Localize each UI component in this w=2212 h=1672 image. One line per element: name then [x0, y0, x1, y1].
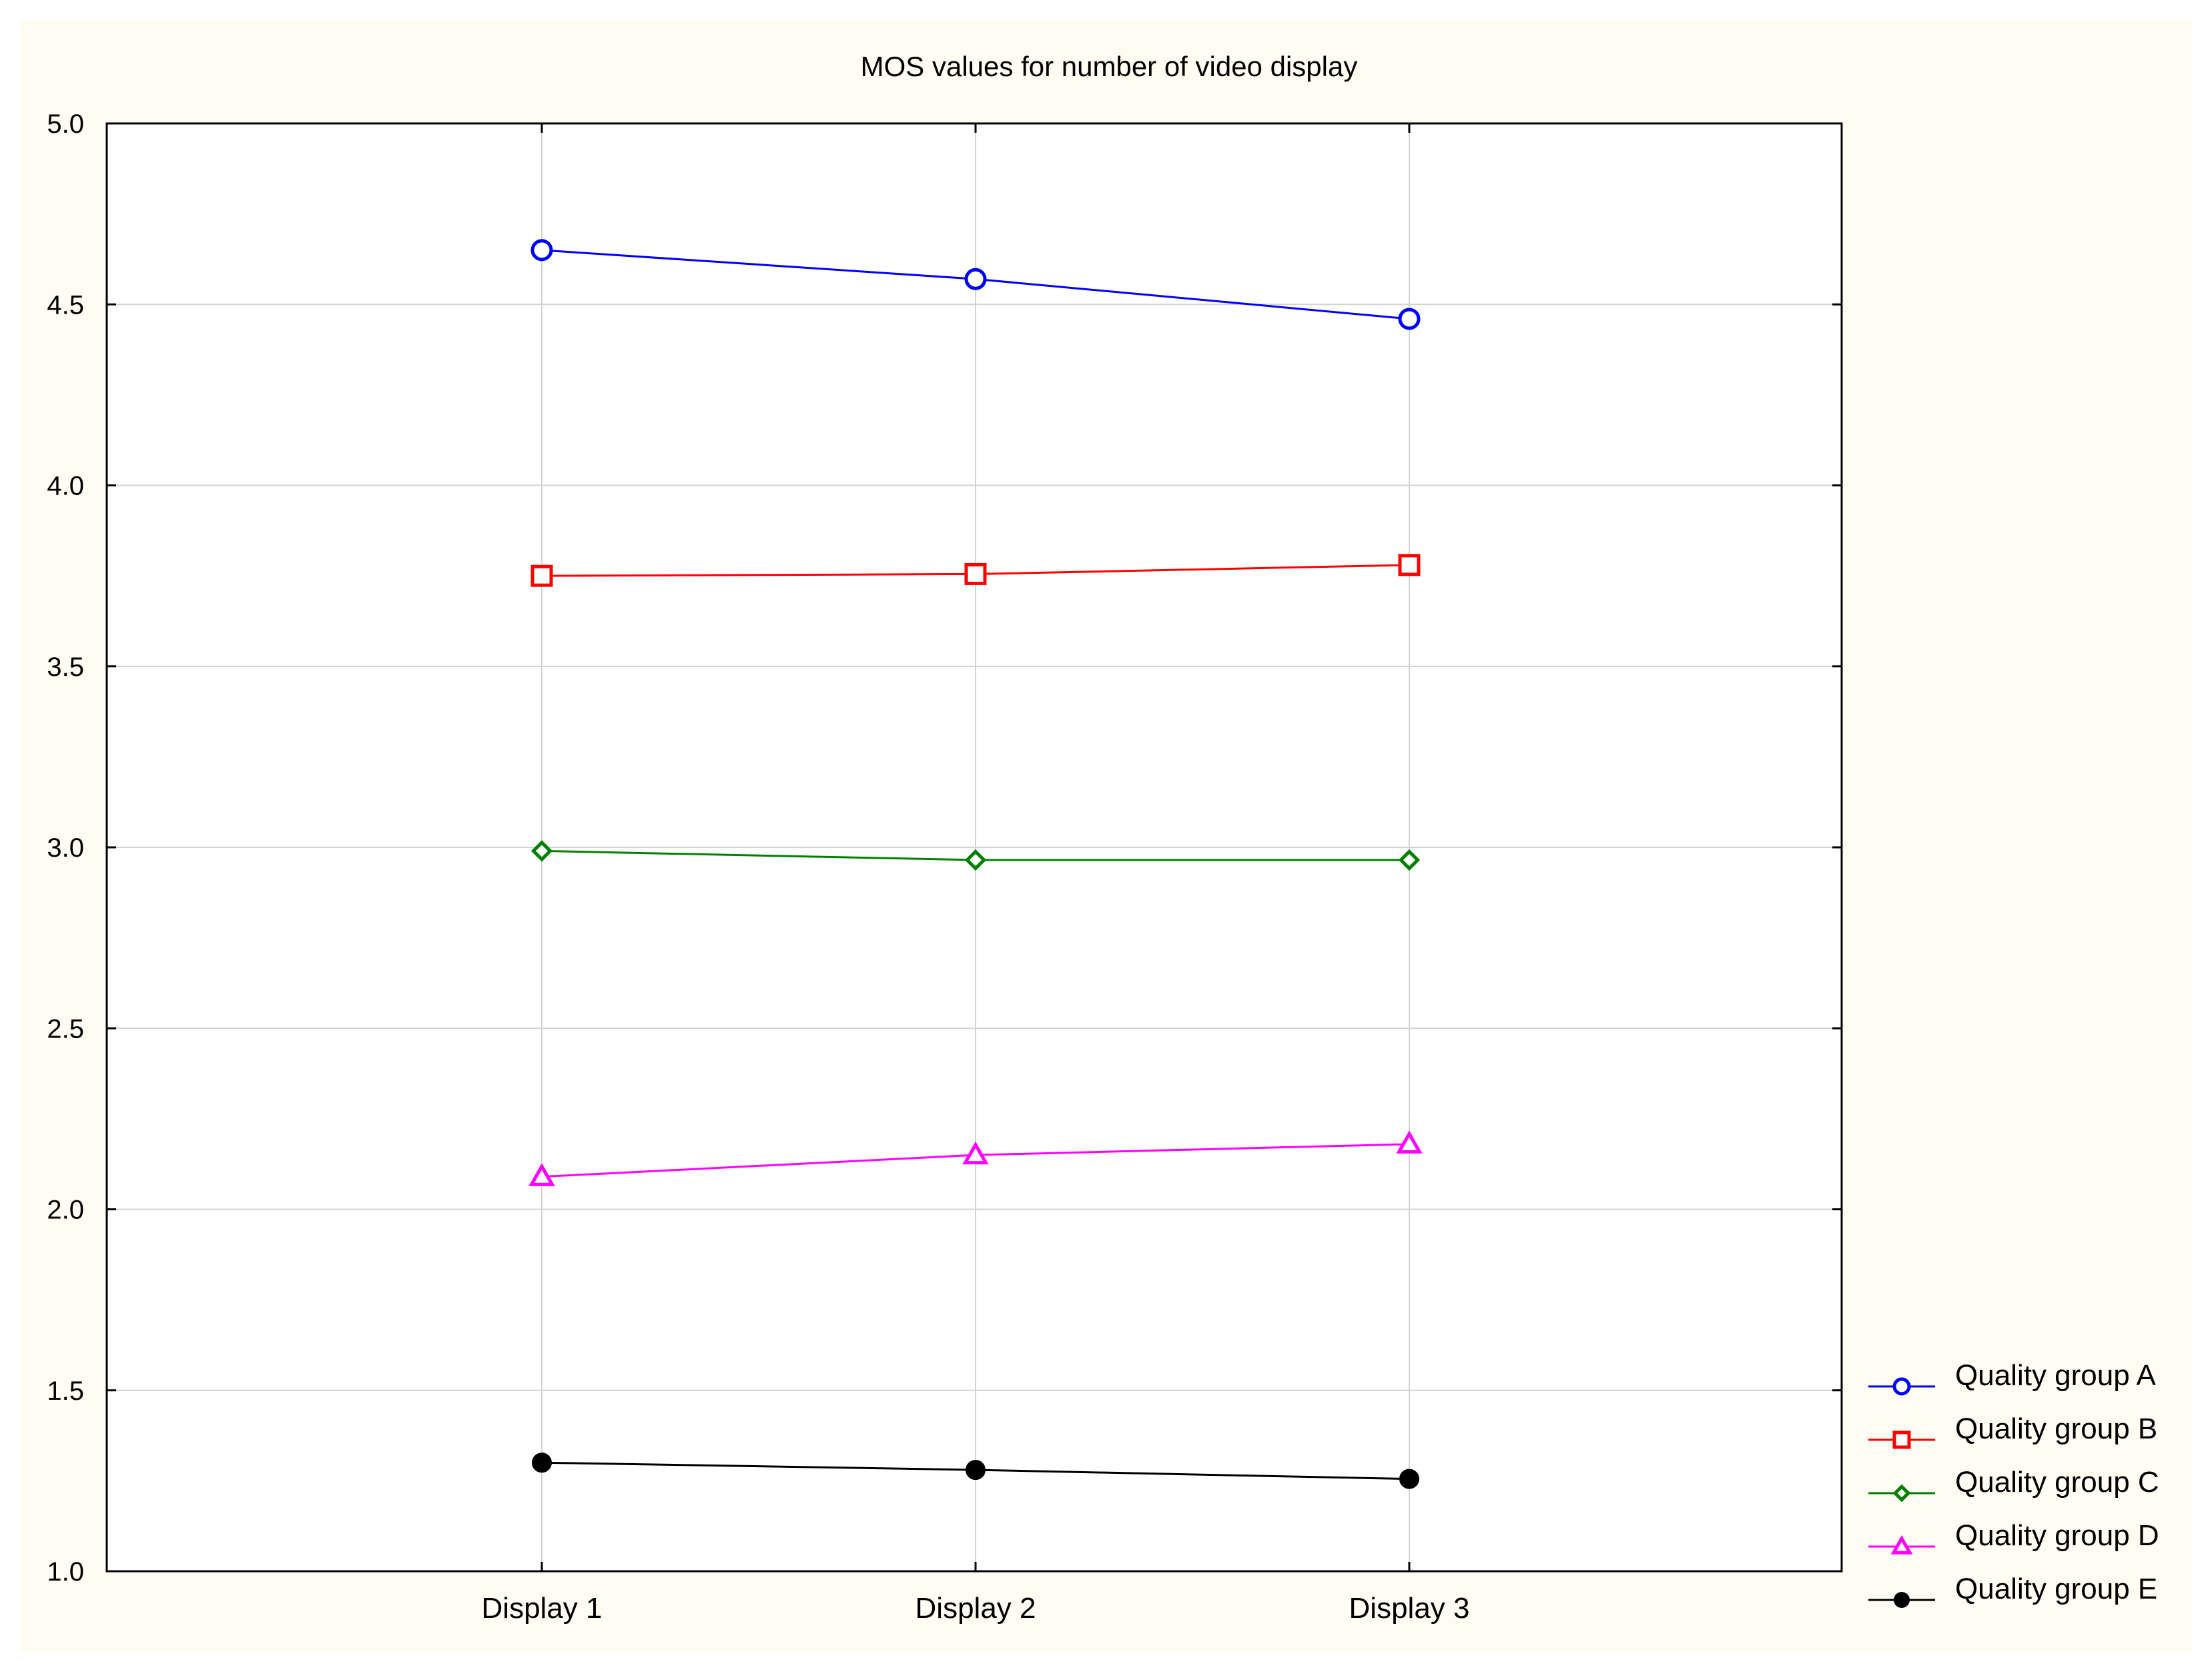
series-c: [530, 840, 1421, 871]
data-point: [1399, 1469, 1419, 1489]
data-point: [964, 268, 987, 290]
data-point: [964, 562, 987, 585]
legend-label: Quality group C: [1955, 1466, 2159, 1499]
y-tick-label: 1.0: [47, 1557, 84, 1587]
data-point: [530, 564, 553, 587]
legend-marker: [1892, 1484, 1911, 1503]
data-point: [966, 1460, 986, 1481]
data-point: [530, 239, 553, 262]
chart-title: MOS values for number of video display: [861, 51, 1358, 82]
axis-ticks: 1.0 1.5 2.0 2.5 3.0 3.5 4.0 4.5 5.0 Display 1 Disp…: [47, 109, 1842, 1625]
series-a: [530, 239, 1421, 330]
y-tick-label: 4.5: [47, 290, 84, 320]
legend-item: Quality group A: [1868, 1359, 2156, 1396]
data-point: [532, 1452, 552, 1473]
legend: Quality group A Quality group B Quality gr…: [1868, 1359, 2159, 1608]
y-tick-label: 2.5: [47, 1014, 84, 1043]
series-layer: [528, 239, 1423, 1489]
y-tick-label: 5.0: [47, 109, 84, 139]
legend-marker: [1892, 1377, 1911, 1396]
x-tick-label: Display 3: [1349, 1592, 1470, 1625]
y-tick-label: 1.5: [47, 1376, 84, 1406]
legend-label: Quality group B: [1955, 1412, 2157, 1445]
legend-item: Quality group E: [1868, 1573, 2157, 1608]
legend-label: Quality group E: [1955, 1573, 2157, 1605]
legend-marker: [1890, 1535, 1913, 1555]
data-point: [1398, 308, 1421, 330]
legend-item: Quality group C: [1868, 1466, 2159, 1503]
y-tick-label: 2.0: [47, 1196, 84, 1225]
series-d: [528, 1130, 1423, 1186]
series-e: [532, 1452, 1419, 1489]
legend-marker: [1894, 1592, 1910, 1608]
legend-marker: [1892, 1430, 1911, 1449]
data-point: [528, 1163, 555, 1186]
legend-label: Quality group A: [1955, 1359, 2156, 1392]
data-point: [1398, 554, 1421, 576]
x-tick-label: Display 1: [482, 1592, 603, 1625]
x-tick-label: Display 2: [915, 1592, 1036, 1625]
series-b: [530, 554, 1421, 587]
data-point: [530, 840, 553, 862]
legend-item: Quality group B: [1868, 1412, 2157, 1449]
y-tick-label: 4.0: [47, 472, 84, 501]
data-point: [1396, 1130, 1423, 1154]
y-tick-label: 3.5: [47, 653, 84, 682]
legend-item: Quality group D: [1868, 1519, 2159, 1555]
y-tick-label: 3.0: [47, 833, 84, 863]
data-point: [1398, 849, 1421, 871]
data-point: [962, 1141, 989, 1165]
legend-label: Quality group D: [1955, 1519, 2159, 1552]
data-point: [964, 849, 987, 871]
